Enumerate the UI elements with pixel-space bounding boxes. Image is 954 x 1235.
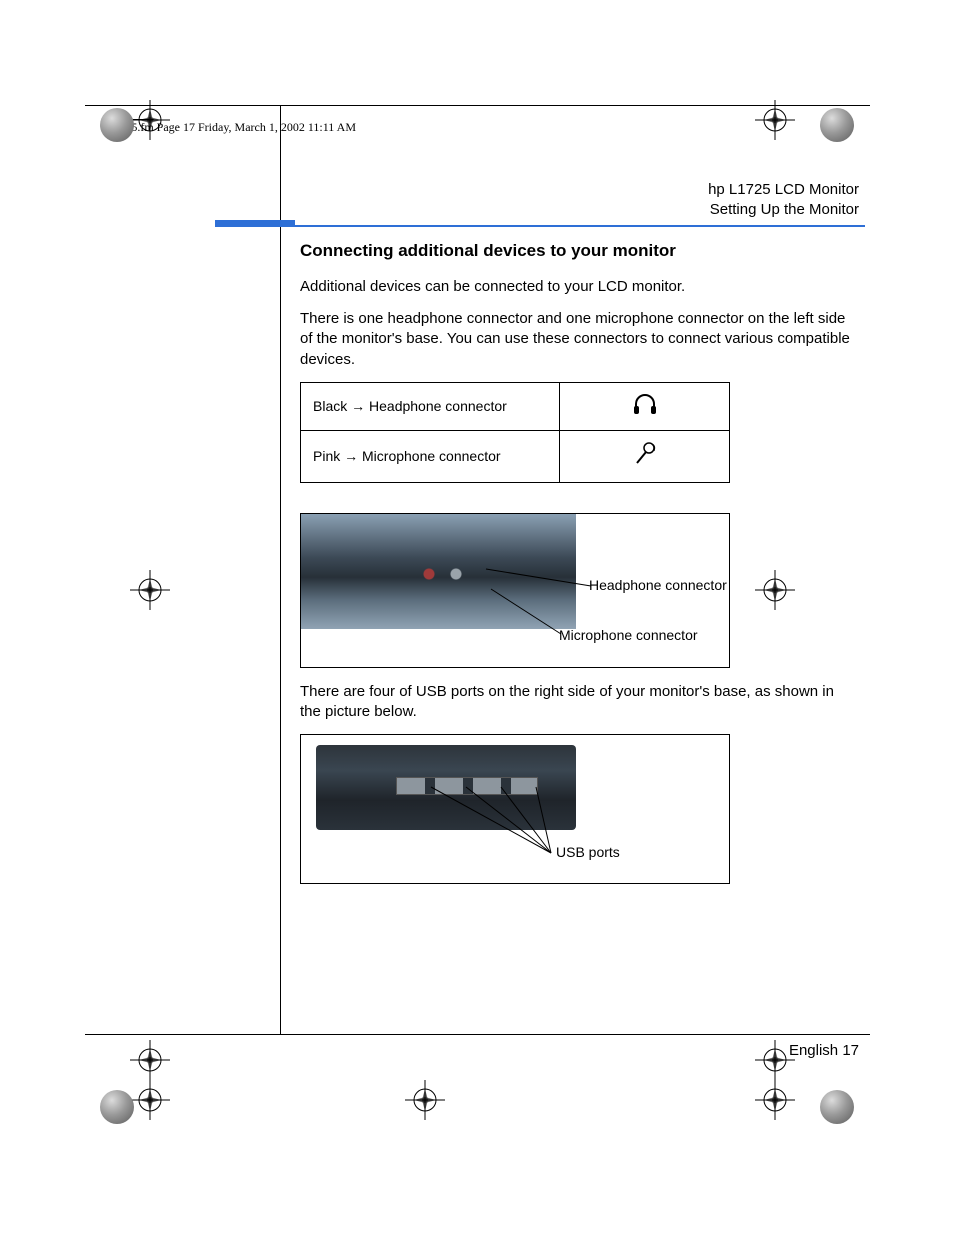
registration-mark-icon [130, 1080, 170, 1120]
registration-sphere-icon [820, 108, 854, 142]
rule-blue-thick [215, 220, 295, 227]
table-row: Black → Headphone connector [301, 382, 730, 430]
para-2: There is one headphone connector and one… [300, 309, 855, 370]
registration-mark-icon [405, 1080, 445, 1120]
table-row: Pink → Microphone connector [301, 430, 730, 482]
section-heading: Connecting additional devices to your mo… [300, 240, 855, 263]
registration-mark-icon [130, 100, 170, 140]
connector-desc: Black → Headphone connector [301, 382, 560, 430]
registration-sphere-icon [100, 108, 134, 142]
registration-mark-icon [755, 1040, 795, 1080]
registration-mark-icon [755, 570, 795, 610]
headphones-icon [560, 382, 730, 430]
registration-mark-icon [755, 100, 795, 140]
para-3: There are four of USB ports on the right… [300, 682, 855, 723]
label-headphone: Headphone connector [589, 576, 727, 595]
footer-lang: English [789, 1042, 838, 1059]
figure-audio-connectors: Headphone connector Microphone connector [300, 513, 730, 668]
registration-mark-icon [130, 1040, 170, 1080]
rule-blue [215, 225, 865, 227]
figure2-callouts [301, 735, 731, 885]
registration-mark-icon [755, 1080, 795, 1120]
arrow-icon: → [351, 398, 369, 414]
figure-usb-ports: USB ports [300, 734, 730, 884]
doc-title: hp L1725 LCD Monitor [708, 180, 859, 200]
footer-page: 17 [842, 1042, 859, 1059]
page-footer: English 17 [789, 1042, 859, 1059]
arrow-icon: → [344, 448, 362, 464]
registration-sphere-icon [820, 1090, 854, 1124]
label-usb: USB ports [556, 843, 620, 862]
registration-sphere-icon [100, 1090, 134, 1124]
microphone-icon [560, 430, 730, 482]
connector-desc: Pink → Microphone connector [301, 430, 560, 482]
page-left-rule [280, 105, 281, 1035]
connector-table: Black → Headphone connector Pink → Micro… [300, 382, 730, 483]
fm-rest: Page 17 Friday, March 1, 2002 11:11 AM [154, 120, 356, 134]
doc-subtitle: Setting Up the Monitor [708, 200, 859, 220]
doc-header: hp L1725 LCD Monitor Setting Up the Moni… [708, 180, 859, 221]
para-1: Additional devices can be connected to y… [300, 277, 855, 297]
label-microphone: Microphone connector [559, 626, 698, 645]
registration-mark-icon [130, 570, 170, 610]
